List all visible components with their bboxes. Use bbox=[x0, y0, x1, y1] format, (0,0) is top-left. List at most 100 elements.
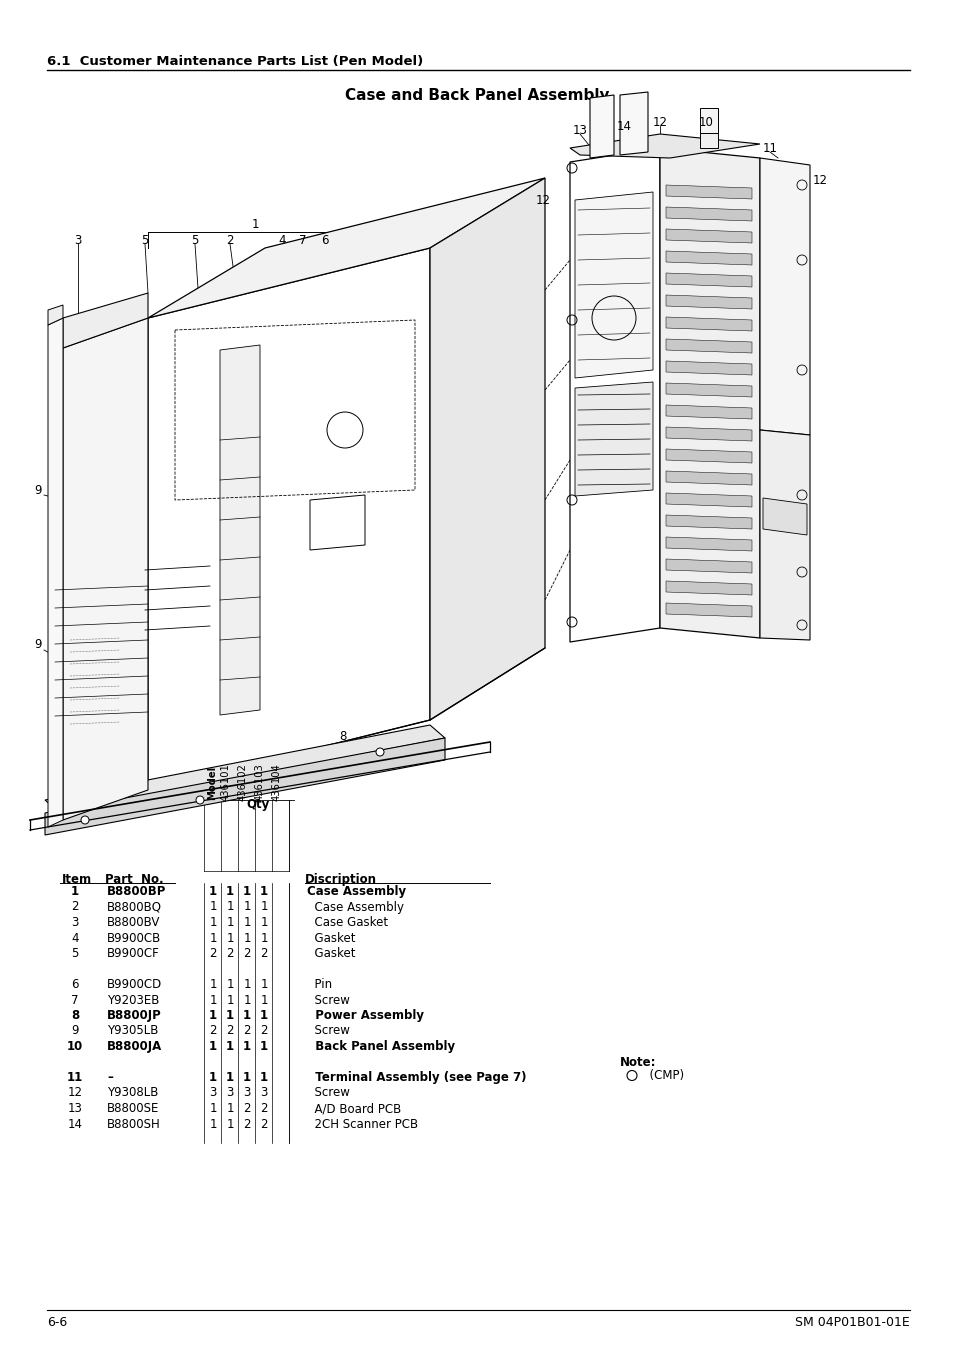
Text: 11: 11 bbox=[67, 1071, 83, 1084]
Text: 13: 13 bbox=[572, 123, 587, 136]
Text: 1: 1 bbox=[71, 885, 79, 898]
Text: B8800SH: B8800SH bbox=[107, 1117, 161, 1131]
Text: 1: 1 bbox=[209, 1040, 217, 1052]
Polygon shape bbox=[665, 185, 751, 199]
Text: 1: 1 bbox=[209, 1009, 217, 1021]
Polygon shape bbox=[665, 536, 751, 551]
Text: 1: 1 bbox=[259, 1071, 268, 1084]
Text: 2: 2 bbox=[71, 901, 79, 913]
Polygon shape bbox=[659, 149, 760, 638]
Text: 2: 2 bbox=[226, 234, 233, 246]
Text: Screw: Screw bbox=[307, 1024, 350, 1038]
Polygon shape bbox=[665, 559, 751, 573]
Text: 1: 1 bbox=[226, 1009, 233, 1021]
Text: 2: 2 bbox=[260, 1024, 268, 1038]
Text: 6-6: 6-6 bbox=[47, 1316, 67, 1329]
Text: 1: 1 bbox=[226, 901, 233, 913]
Text: B8800JP: B8800JP bbox=[107, 1009, 162, 1021]
Text: B8800SE: B8800SE bbox=[107, 1102, 159, 1115]
Text: 2: 2 bbox=[260, 1117, 268, 1131]
Polygon shape bbox=[63, 293, 148, 349]
Text: 9: 9 bbox=[34, 484, 42, 497]
Text: 1: 1 bbox=[226, 885, 233, 898]
Text: 1: 1 bbox=[260, 993, 268, 1006]
Text: Y9203EB: Y9203EB bbox=[107, 993, 159, 1006]
Text: 10: 10 bbox=[698, 115, 713, 128]
Text: 1: 1 bbox=[209, 1117, 216, 1131]
Text: 14: 14 bbox=[68, 1117, 82, 1131]
Text: 1: 1 bbox=[243, 1009, 251, 1021]
Polygon shape bbox=[762, 499, 806, 535]
Text: 11: 11 bbox=[761, 142, 777, 154]
Text: Y9305LB: Y9305LB bbox=[107, 1024, 158, 1038]
Text: 9: 9 bbox=[71, 1024, 79, 1038]
Text: 2: 2 bbox=[209, 947, 216, 961]
Text: 1: 1 bbox=[243, 931, 251, 944]
Text: 12: 12 bbox=[652, 116, 667, 130]
Text: 1: 1 bbox=[209, 1071, 217, 1084]
Polygon shape bbox=[665, 427, 751, 440]
Polygon shape bbox=[575, 192, 652, 378]
Text: 3: 3 bbox=[243, 1086, 251, 1100]
Text: B9900CB: B9900CB bbox=[107, 931, 161, 944]
Text: 6: 6 bbox=[71, 978, 79, 992]
Text: B8800BP: B8800BP bbox=[107, 885, 166, 898]
Text: (CMP): (CMP) bbox=[641, 1069, 683, 1082]
Circle shape bbox=[375, 748, 384, 757]
Polygon shape bbox=[665, 471, 751, 485]
Text: 8: 8 bbox=[71, 1009, 79, 1021]
Text: 436102: 436102 bbox=[237, 763, 248, 801]
Text: 1: 1 bbox=[209, 1102, 216, 1115]
Polygon shape bbox=[619, 92, 647, 155]
Polygon shape bbox=[665, 581, 751, 594]
Text: B9900CF: B9900CF bbox=[107, 947, 159, 961]
Text: 7: 7 bbox=[71, 993, 79, 1006]
Text: 5: 5 bbox=[71, 947, 78, 961]
Polygon shape bbox=[665, 449, 751, 463]
Text: Item: Item bbox=[62, 873, 92, 886]
Polygon shape bbox=[665, 361, 751, 376]
Text: 4: 4 bbox=[278, 234, 286, 246]
Polygon shape bbox=[700, 132, 718, 149]
Polygon shape bbox=[665, 207, 751, 222]
Text: Discription: Discription bbox=[305, 873, 376, 886]
Text: 1: 1 bbox=[243, 1071, 251, 1084]
Polygon shape bbox=[665, 405, 751, 419]
Text: 1: 1 bbox=[243, 978, 251, 992]
Text: 14: 14 bbox=[616, 120, 631, 134]
Text: Terminal Assembly (see Page 7): Terminal Assembly (see Page 7) bbox=[307, 1071, 526, 1084]
Text: Case Gasket: Case Gasket bbox=[307, 916, 388, 929]
Text: 3: 3 bbox=[74, 234, 82, 246]
Text: 2: 2 bbox=[260, 947, 268, 961]
Text: Note:: Note: bbox=[619, 1055, 656, 1069]
Polygon shape bbox=[45, 738, 444, 835]
Text: B8800JA: B8800JA bbox=[107, 1040, 162, 1052]
Text: 1: 1 bbox=[209, 916, 216, 929]
Polygon shape bbox=[575, 382, 652, 496]
Polygon shape bbox=[760, 430, 809, 640]
Polygon shape bbox=[665, 295, 751, 309]
Text: 1: 1 bbox=[259, 885, 268, 898]
Polygon shape bbox=[220, 345, 260, 715]
Text: 3: 3 bbox=[260, 1086, 268, 1100]
Text: A/D Board PCB: A/D Board PCB bbox=[307, 1102, 401, 1115]
Polygon shape bbox=[665, 493, 751, 507]
Text: B8800BV: B8800BV bbox=[107, 916, 160, 929]
Text: 1: 1 bbox=[260, 931, 268, 944]
Text: 8: 8 bbox=[339, 730, 346, 743]
Polygon shape bbox=[665, 273, 751, 286]
Polygon shape bbox=[665, 515, 751, 530]
Text: 1: 1 bbox=[243, 993, 251, 1006]
Text: 1: 1 bbox=[226, 1102, 233, 1115]
Text: B9900CD: B9900CD bbox=[107, 978, 162, 992]
Text: 2: 2 bbox=[243, 1024, 251, 1038]
Polygon shape bbox=[148, 249, 430, 790]
Text: Screw: Screw bbox=[307, 1086, 350, 1100]
Polygon shape bbox=[63, 317, 148, 820]
Text: 10: 10 bbox=[67, 1040, 83, 1052]
Text: –: – bbox=[107, 1071, 112, 1084]
Polygon shape bbox=[665, 251, 751, 265]
Text: 3: 3 bbox=[226, 1086, 233, 1100]
Text: 1: 1 bbox=[226, 978, 233, 992]
Text: Screw: Screw bbox=[307, 993, 350, 1006]
